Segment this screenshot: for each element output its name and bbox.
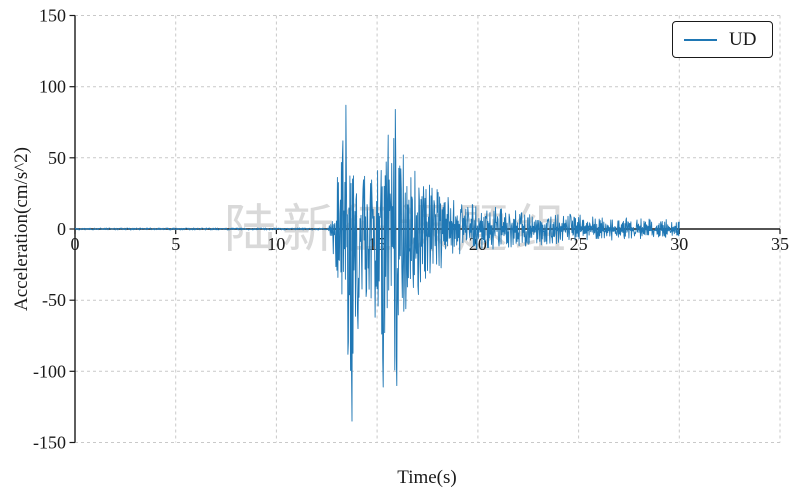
y-tick-label: 100	[39, 77, 66, 97]
legend: UD	[672, 21, 773, 58]
x-tick-label: 10	[267, 234, 285, 254]
y-tick-label: -150	[33, 433, 66, 453]
x-tick-label: 5	[171, 234, 180, 254]
y-tick-label: -100	[33, 361, 66, 381]
x-tick-label: 35	[771, 234, 789, 254]
y-tick-label: 0	[57, 219, 66, 239]
y-tick-label: 150	[39, 6, 66, 26]
y-axis-label: Acceleration(cm/s^2)	[11, 146, 32, 312]
legend-line-ud	[684, 38, 717, 41]
x-axis-label: Time(s)	[397, 467, 457, 488]
y-tick-label: 50	[48, 148, 66, 168]
x-tick-label: 30	[670, 234, 688, 254]
x-tick-label: 25	[570, 234, 588, 254]
legend-label-ud: UD	[729, 29, 757, 50]
y-tick-label: -50	[42, 290, 66, 310]
ud-waveform	[74, 104, 680, 422]
